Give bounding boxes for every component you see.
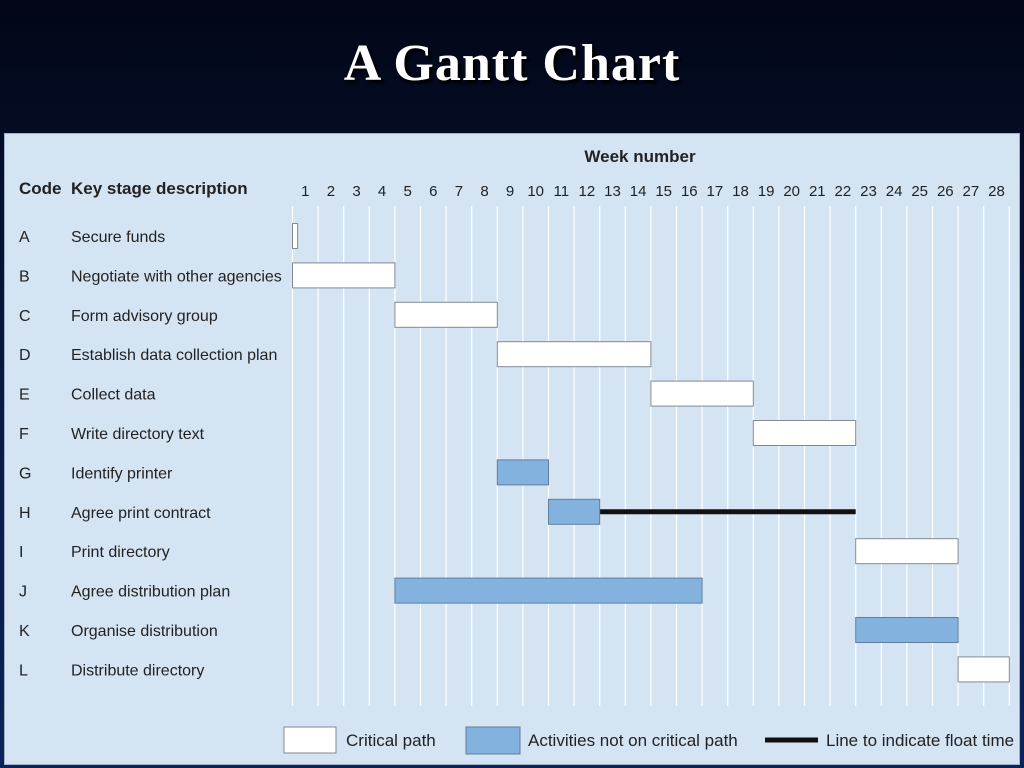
week-label: 26 bbox=[937, 183, 954, 200]
critical-path-bar bbox=[957, 656, 1010, 683]
critical-path-bar bbox=[292, 262, 396, 289]
critical-path-bar bbox=[394, 301, 498, 328]
critical-path-bar bbox=[855, 538, 959, 565]
task-code: H bbox=[19, 505, 31, 522]
week-label: 22 bbox=[835, 183, 852, 200]
task-code: K bbox=[19, 623, 30, 640]
week-label: 1 bbox=[301, 183, 309, 200]
week-label: 17 bbox=[707, 183, 724, 200]
week-label: 18 bbox=[732, 183, 749, 200]
week-label: 27 bbox=[963, 183, 980, 200]
task-code: I bbox=[19, 544, 23, 561]
task-label: Write directory text bbox=[71, 426, 205, 443]
critical-path-bar bbox=[650, 380, 754, 407]
task-code: D bbox=[19, 347, 31, 364]
week-label: 8 bbox=[480, 183, 488, 200]
task-code: A bbox=[19, 229, 30, 246]
week-label: 5 bbox=[404, 183, 412, 200]
critical-path-bar bbox=[752, 420, 857, 446]
week-label: 25 bbox=[911, 183, 928, 200]
task-label: Collect data bbox=[71, 387, 156, 404]
week-label: 4 bbox=[378, 183, 386, 200]
task-label: Distribute directory bbox=[71, 662, 204, 679]
task-label: Print directory bbox=[71, 544, 170, 561]
week-label: 14 bbox=[630, 183, 647, 200]
legend-label-critical: Critical path bbox=[346, 731, 436, 750]
week-label: 9 bbox=[506, 183, 514, 200]
task-label: Form advisory group bbox=[71, 308, 218, 325]
week-label: 2 bbox=[327, 183, 335, 200]
noncritical-bar bbox=[548, 498, 601, 525]
week-label: 10 bbox=[527, 183, 544, 200]
week-label: 20 bbox=[783, 183, 800, 200]
week-label: 21 bbox=[809, 183, 826, 200]
noncritical-bar bbox=[394, 577, 703, 604]
critical-path-bar bbox=[496, 341, 652, 368]
legend-label-noncritical: Activities not on critical path bbox=[528, 731, 738, 750]
week-label: 28 bbox=[988, 183, 1005, 200]
task-code: B bbox=[19, 268, 30, 285]
week-label: 12 bbox=[579, 183, 596, 200]
task-label: Negotiate with other agencies bbox=[71, 268, 282, 285]
task-code: J bbox=[19, 584, 27, 601]
task-label: Agree print contract bbox=[71, 505, 211, 522]
description-column-header: Key stage description bbox=[71, 179, 248, 198]
week-label: 15 bbox=[655, 183, 672, 200]
gantt-chart-panel: Week number Code Key stage description 1… bbox=[4, 133, 1020, 765]
task-label: Secure funds bbox=[71, 229, 165, 246]
task-label: Establish data collection plan bbox=[71, 347, 277, 364]
critical-path-bar bbox=[292, 223, 299, 249]
noncritical-bar bbox=[496, 459, 549, 486]
task-code: F bbox=[19, 426, 29, 443]
task-label: Organise distribution bbox=[71, 623, 218, 640]
week-label: 7 bbox=[455, 183, 463, 200]
code-column-header: Code bbox=[19, 179, 62, 198]
legend-swatch-noncritical bbox=[465, 726, 521, 755]
week-label: 16 bbox=[681, 183, 698, 200]
task-code: E bbox=[19, 387, 30, 404]
legend-label-float: Line to indicate float time bbox=[826, 731, 1014, 750]
week-label: 13 bbox=[604, 183, 621, 200]
legend-swatch-critical bbox=[283, 726, 337, 754]
week-label: 3 bbox=[352, 183, 360, 200]
gantt-chart: Week number Code Key stage description 1… bbox=[19, 147, 1014, 755]
slide-title: A Gantt Chart bbox=[343, 35, 681, 92]
task-code: C bbox=[19, 308, 31, 325]
task-label: Agree distribution plan bbox=[71, 584, 230, 601]
task-code: L bbox=[19, 662, 28, 679]
week-number-header: Week number bbox=[584, 147, 696, 166]
week-label: 6 bbox=[429, 183, 437, 200]
week-label: 23 bbox=[860, 183, 877, 200]
week-label: 19 bbox=[758, 183, 775, 200]
task-code: G bbox=[19, 465, 31, 482]
week-label: 24 bbox=[886, 183, 903, 200]
noncritical-bar bbox=[855, 617, 959, 643]
week-label: 11 bbox=[554, 183, 570, 200]
task-label: Identify printer bbox=[71, 465, 173, 482]
